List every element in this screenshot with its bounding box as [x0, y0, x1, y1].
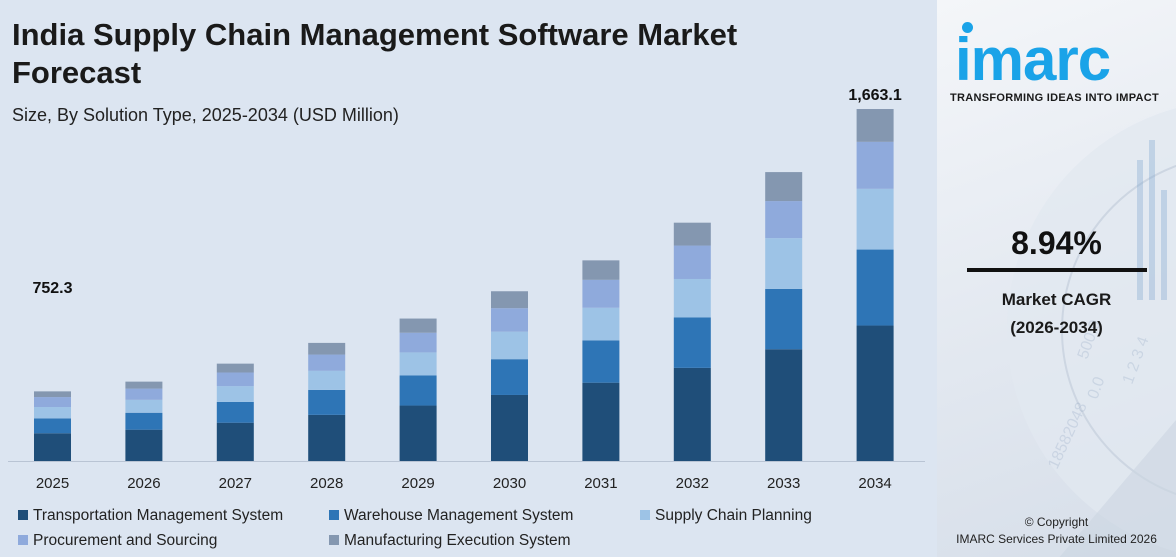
- bar-segment: [673, 367, 711, 461]
- bar-segment: [308, 389, 346, 415]
- bar-segment: [582, 279, 620, 308]
- copyright: © Copyright IMARC Services Private Limit…: [937, 514, 1176, 548]
- bar-segment: [399, 352, 437, 376]
- copyright-line-1: © Copyright: [1024, 515, 1089, 529]
- bar-segment: [308, 342, 346, 355]
- x-tick-label: 2032: [676, 475, 709, 492]
- logo-dot-icon: [962, 22, 973, 33]
- bar-segment: [491, 394, 528, 461]
- chart-title: India Supply Chain Management Software M…: [12, 17, 738, 90]
- bar-segment: [673, 317, 711, 368]
- cagr-label-line-1: Market CAGR: [1001, 290, 1112, 309]
- bar-segment: [399, 332, 437, 353]
- bar-segment: [582, 307, 620, 341]
- bar-segment: [34, 397, 71, 408]
- bar-segment: [856, 188, 894, 250]
- x-tick-label: 2029: [401, 475, 434, 492]
- imarc-logo: imarc TRANSFORMING IDEAS INTO IMPACT: [947, 10, 1172, 110]
- bar-segment: [125, 399, 163, 413]
- cagr-label-line-2: (2026-2034): [1010, 318, 1103, 337]
- bar-segment: [34, 418, 71, 434]
- bar-segment: [216, 372, 254, 387]
- x-tick-label: 2034: [858, 475, 891, 492]
- bar-segment: [856, 141, 894, 189]
- chart-legend: Transportation Management System Warehous…: [18, 506, 918, 556]
- bar-segment: [34, 407, 71, 419]
- bar-segment: [34, 391, 71, 398]
- bar-segment: [216, 422, 254, 461]
- x-tick-label: 2025: [36, 475, 69, 492]
- bar-segment: [491, 359, 528, 395]
- bar-segment: [125, 388, 163, 400]
- bar-segment: [765, 288, 803, 350]
- logo-text: imarc: [955, 26, 1111, 93]
- bar-segment: [308, 354, 346, 371]
- legend-swatch: [640, 510, 650, 520]
- x-tick-label: 2026: [127, 475, 160, 492]
- cagr-divider: [967, 268, 1147, 272]
- legend-label: Warehouse Management System: [344, 507, 574, 524]
- bar-segment: [125, 429, 163, 461]
- data-label: 1,663.1: [848, 87, 901, 104]
- bar-segment: [216, 386, 254, 402]
- svg-text:0.0: 0.0: [1085, 375, 1109, 402]
- copyright-line-2: IMARC Services Private Limited 2026: [956, 532, 1157, 546]
- bar-segment: [216, 401, 254, 423]
- bar-segment: [856, 325, 894, 461]
- bar-segment: [125, 381, 163, 389]
- decorative-background-image: 500.0 0.0 1 2 3 4 18582048: [1007, 108, 1176, 557]
- bar-segment: [399, 405, 437, 461]
- bar-segment: [582, 260, 620, 280]
- cagr-value: 8.94%: [1011, 225, 1102, 261]
- bar-segment: [491, 331, 528, 360]
- x-tick-label: 2030: [493, 475, 526, 492]
- bar-segment: [765, 172, 803, 202]
- bar-segment: [308, 414, 346, 461]
- legend-item: Warehouse Management System: [329, 506, 573, 526]
- bar-segment: [765, 238, 803, 289]
- x-tick-label: 2031: [584, 475, 617, 492]
- legend-item: Transportation Management System: [18, 506, 283, 526]
- legend-item: Procurement and Sourcing: [18, 531, 217, 551]
- bar-segment: [582, 382, 620, 461]
- bar-segment: [125, 412, 163, 430]
- bar-segment: [399, 318, 437, 333]
- bar-segment: [308, 370, 346, 390]
- legend-label: Supply Chain Planning: [655, 507, 812, 524]
- cagr-label: Market CAGR (2026-2034): [937, 286, 1176, 342]
- logo-tagline: TRANSFORMING IDEAS INTO IMPACT: [950, 92, 1160, 104]
- bar-segment: [856, 249, 894, 326]
- bar-segment: [673, 222, 711, 246]
- bar-segment: [399, 375, 437, 406]
- legend-swatch: [18, 535, 28, 545]
- bar-segment: [491, 291, 528, 309]
- bar-chart: 2025 2026 2027 2028 2029 2030 2031 2032 2033 2034…: [8, 87, 925, 492]
- legend-swatch: [18, 510, 28, 520]
- data-label: 752.3: [32, 280, 72, 297]
- bar-segment: [491, 308, 528, 332]
- bar-segment: [856, 109, 894, 142]
- legend-swatch: [329, 510, 339, 520]
- bar-segment: [673, 245, 711, 279]
- bar-segment: [582, 340, 620, 383]
- legend-item: Supply Chain Planning: [640, 506, 812, 526]
- chart-subtitle: Size, By Solution Type, 2025-2034 (USD M…: [12, 105, 399, 125]
- bar-segment: [216, 363, 254, 373]
- legend-item: Manufacturing Execution System: [329, 531, 571, 551]
- legend-label: Manufacturing Execution System: [344, 532, 571, 549]
- chart-panel: India Supply Chain Management Software M…: [8, 17, 925, 556]
- bar-segment: [673, 278, 711, 318]
- x-tick-label: 2027: [219, 475, 252, 492]
- side-panel: 500.0 0.0 1 2 3 4 18582048 imarc TRANSFO…: [937, 0, 1176, 557]
- legend-label: Procurement and Sourcing: [33, 532, 218, 549]
- bar-segment: [34, 433, 71, 461]
- legend-label: Transportation Management System: [33, 507, 284, 524]
- legend-swatch: [329, 535, 339, 545]
- bar-segment: [765, 349, 803, 461]
- x-tick-label: 2033: [767, 475, 800, 492]
- bar-segment: [765, 201, 803, 239]
- x-tick-label: 2028: [310, 475, 343, 492]
